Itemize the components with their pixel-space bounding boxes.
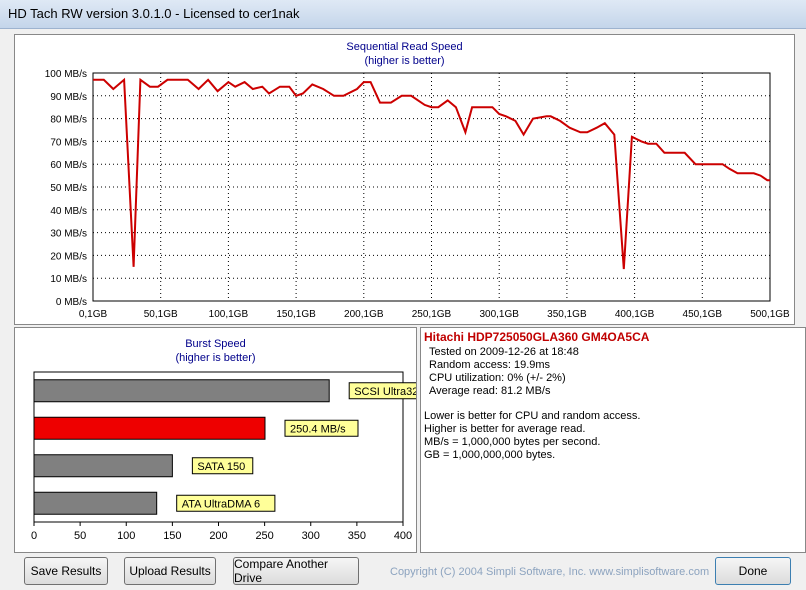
burst-label-box bbox=[284, 419, 359, 437]
random-access: Random access: 19.9ms bbox=[429, 359, 551, 371]
note-avg: Higher is better for average read. bbox=[424, 423, 586, 435]
x-tick-label: 100,1GB bbox=[209, 309, 249, 320]
burst-title: Burst Speed bbox=[185, 338, 246, 350]
upload-results-button[interactable]: Upload Results bbox=[124, 557, 216, 585]
sequential-subtitle: (higher is better) bbox=[364, 55, 445, 67]
sequential-title: Sequential Read Speed bbox=[346, 41, 463, 53]
note-gb: GB = 1,000,000,000 bytes. bbox=[424, 449, 556, 461]
compare-drive-button[interactable]: Compare Another Drive bbox=[233, 557, 359, 585]
burst-x-tick-label: 50 bbox=[74, 530, 86, 542]
burst-panel: Burst Speed (higher is better) 0 50 100 150… bbox=[14, 327, 417, 553]
y-tick-label: 0 MB/s bbox=[56, 297, 87, 308]
y-tick-label: 100 MB/s bbox=[45, 69, 87, 80]
y-tick-label: 70 MB/s bbox=[50, 137, 87, 148]
burst-x-tick-label: 200 bbox=[209, 530, 227, 542]
note-mbs: MB/s = 1,000,000 bytes per second. bbox=[424, 436, 601, 448]
x-tick-label: 50,1GB bbox=[144, 309, 178, 320]
save-results-button[interactable]: Save Results bbox=[24, 557, 108, 585]
window-title: HD Tach RW version 3.0.1.0 - Licensed to… bbox=[8, 6, 300, 21]
burst-bar bbox=[33, 416, 266, 440]
burst-label-box bbox=[176, 494, 276, 512]
x-tick-label: 450,1GB bbox=[683, 309, 723, 320]
burst-x-tick-label: 100 bbox=[117, 530, 135, 542]
x-tick-label: 250,1GB bbox=[412, 309, 452, 320]
y-tick-label: 30 MB/s bbox=[50, 229, 87, 240]
x-tick-label: 400,1GB bbox=[615, 309, 655, 320]
burst-x-tick-label: 0 bbox=[31, 530, 37, 542]
sequential-panel: Sequential Read Speed (higher is better)… bbox=[14, 34, 795, 325]
burst-chart: 0 50 100 150 200 250 300 350 400 SCSI Ultra320 250… bbox=[31, 371, 416, 542]
burst-x-tick-label: 250 bbox=[255, 530, 273, 542]
burst-x-tick-label: 350 bbox=[348, 530, 366, 542]
burst-bar-label: SCSI Ultra320 bbox=[354, 386, 416, 398]
cpu-utilization: CPU utilization: 0% (+/- 2%) bbox=[429, 372, 566, 384]
y-tick-label: 90 MB/s bbox=[50, 92, 87, 103]
x-tick-label: 350,1GB bbox=[547, 309, 587, 320]
y-tick-label: 20 MB/s bbox=[50, 251, 87, 262]
results-info-panel: Hitachi HDP725050GLA360 GM4OA5CA Tested … bbox=[420, 327, 806, 553]
x-tick-label: 150,1GB bbox=[276, 309, 316, 320]
x-tick-label: 300,1GB bbox=[479, 309, 519, 320]
burst-x-tick-label: 150 bbox=[163, 530, 181, 542]
burst-subtitle: (higher is better) bbox=[175, 352, 256, 364]
x-tick-label: 500,1GB bbox=[750, 309, 790, 320]
burst-bar bbox=[33, 491, 158, 515]
plot-frame bbox=[92, 72, 771, 302]
burst-bar bbox=[33, 379, 330, 403]
y-tick-label: 60 MB/s bbox=[50, 160, 87, 171]
burst-x-tick-label: 400 bbox=[394, 530, 412, 542]
copyright-text: Copyright (C) 2004 Simpli Software, Inc.… bbox=[390, 566, 710, 578]
tested-on: Tested on 2009-12-26 at 18:48 bbox=[429, 346, 579, 358]
burst-bar-label: SATA 150 bbox=[197, 461, 245, 473]
drive-model: Hitachi HDP725050GLA360 GM4OA5CA bbox=[424, 330, 650, 344]
burst-label-box bbox=[191, 457, 254, 475]
average-read: Average read: 81.2 MB/s bbox=[429, 385, 551, 397]
y-tick-label: 10 MB/s bbox=[50, 274, 87, 285]
burst-label-box bbox=[348, 382, 416, 400]
done-button[interactable]: Done bbox=[715, 557, 791, 585]
y-tick-label: 50 MB/s bbox=[50, 183, 87, 194]
note-cpu: Lower is better for CPU and random acces… bbox=[424, 410, 641, 422]
title-bar: HD Tach RW version 3.0.1.0 - Licensed to… bbox=[0, 0, 806, 29]
y-tick-label: 40 MB/s bbox=[50, 206, 87, 217]
sequential-chart: 0 MB/s 10 MB/s 20 MB/s 30 MB/s 40 MB/s 50 MB/… bbox=[45, 69, 790, 320]
x-tick-label: 0,1GB bbox=[79, 309, 108, 320]
read-speed-line bbox=[93, 77, 770, 270]
burst-bar bbox=[33, 454, 173, 478]
x-tick-label: 200,1GB bbox=[344, 309, 384, 320]
burst-x-tick-label: 300 bbox=[302, 530, 320, 542]
burst-bar-label: 250.4 MB/s bbox=[290, 423, 346, 435]
y-tick-label: 80 MB/s bbox=[50, 115, 87, 126]
burst-bar-label: ATA UltraDMA 6 bbox=[182, 498, 260, 510]
